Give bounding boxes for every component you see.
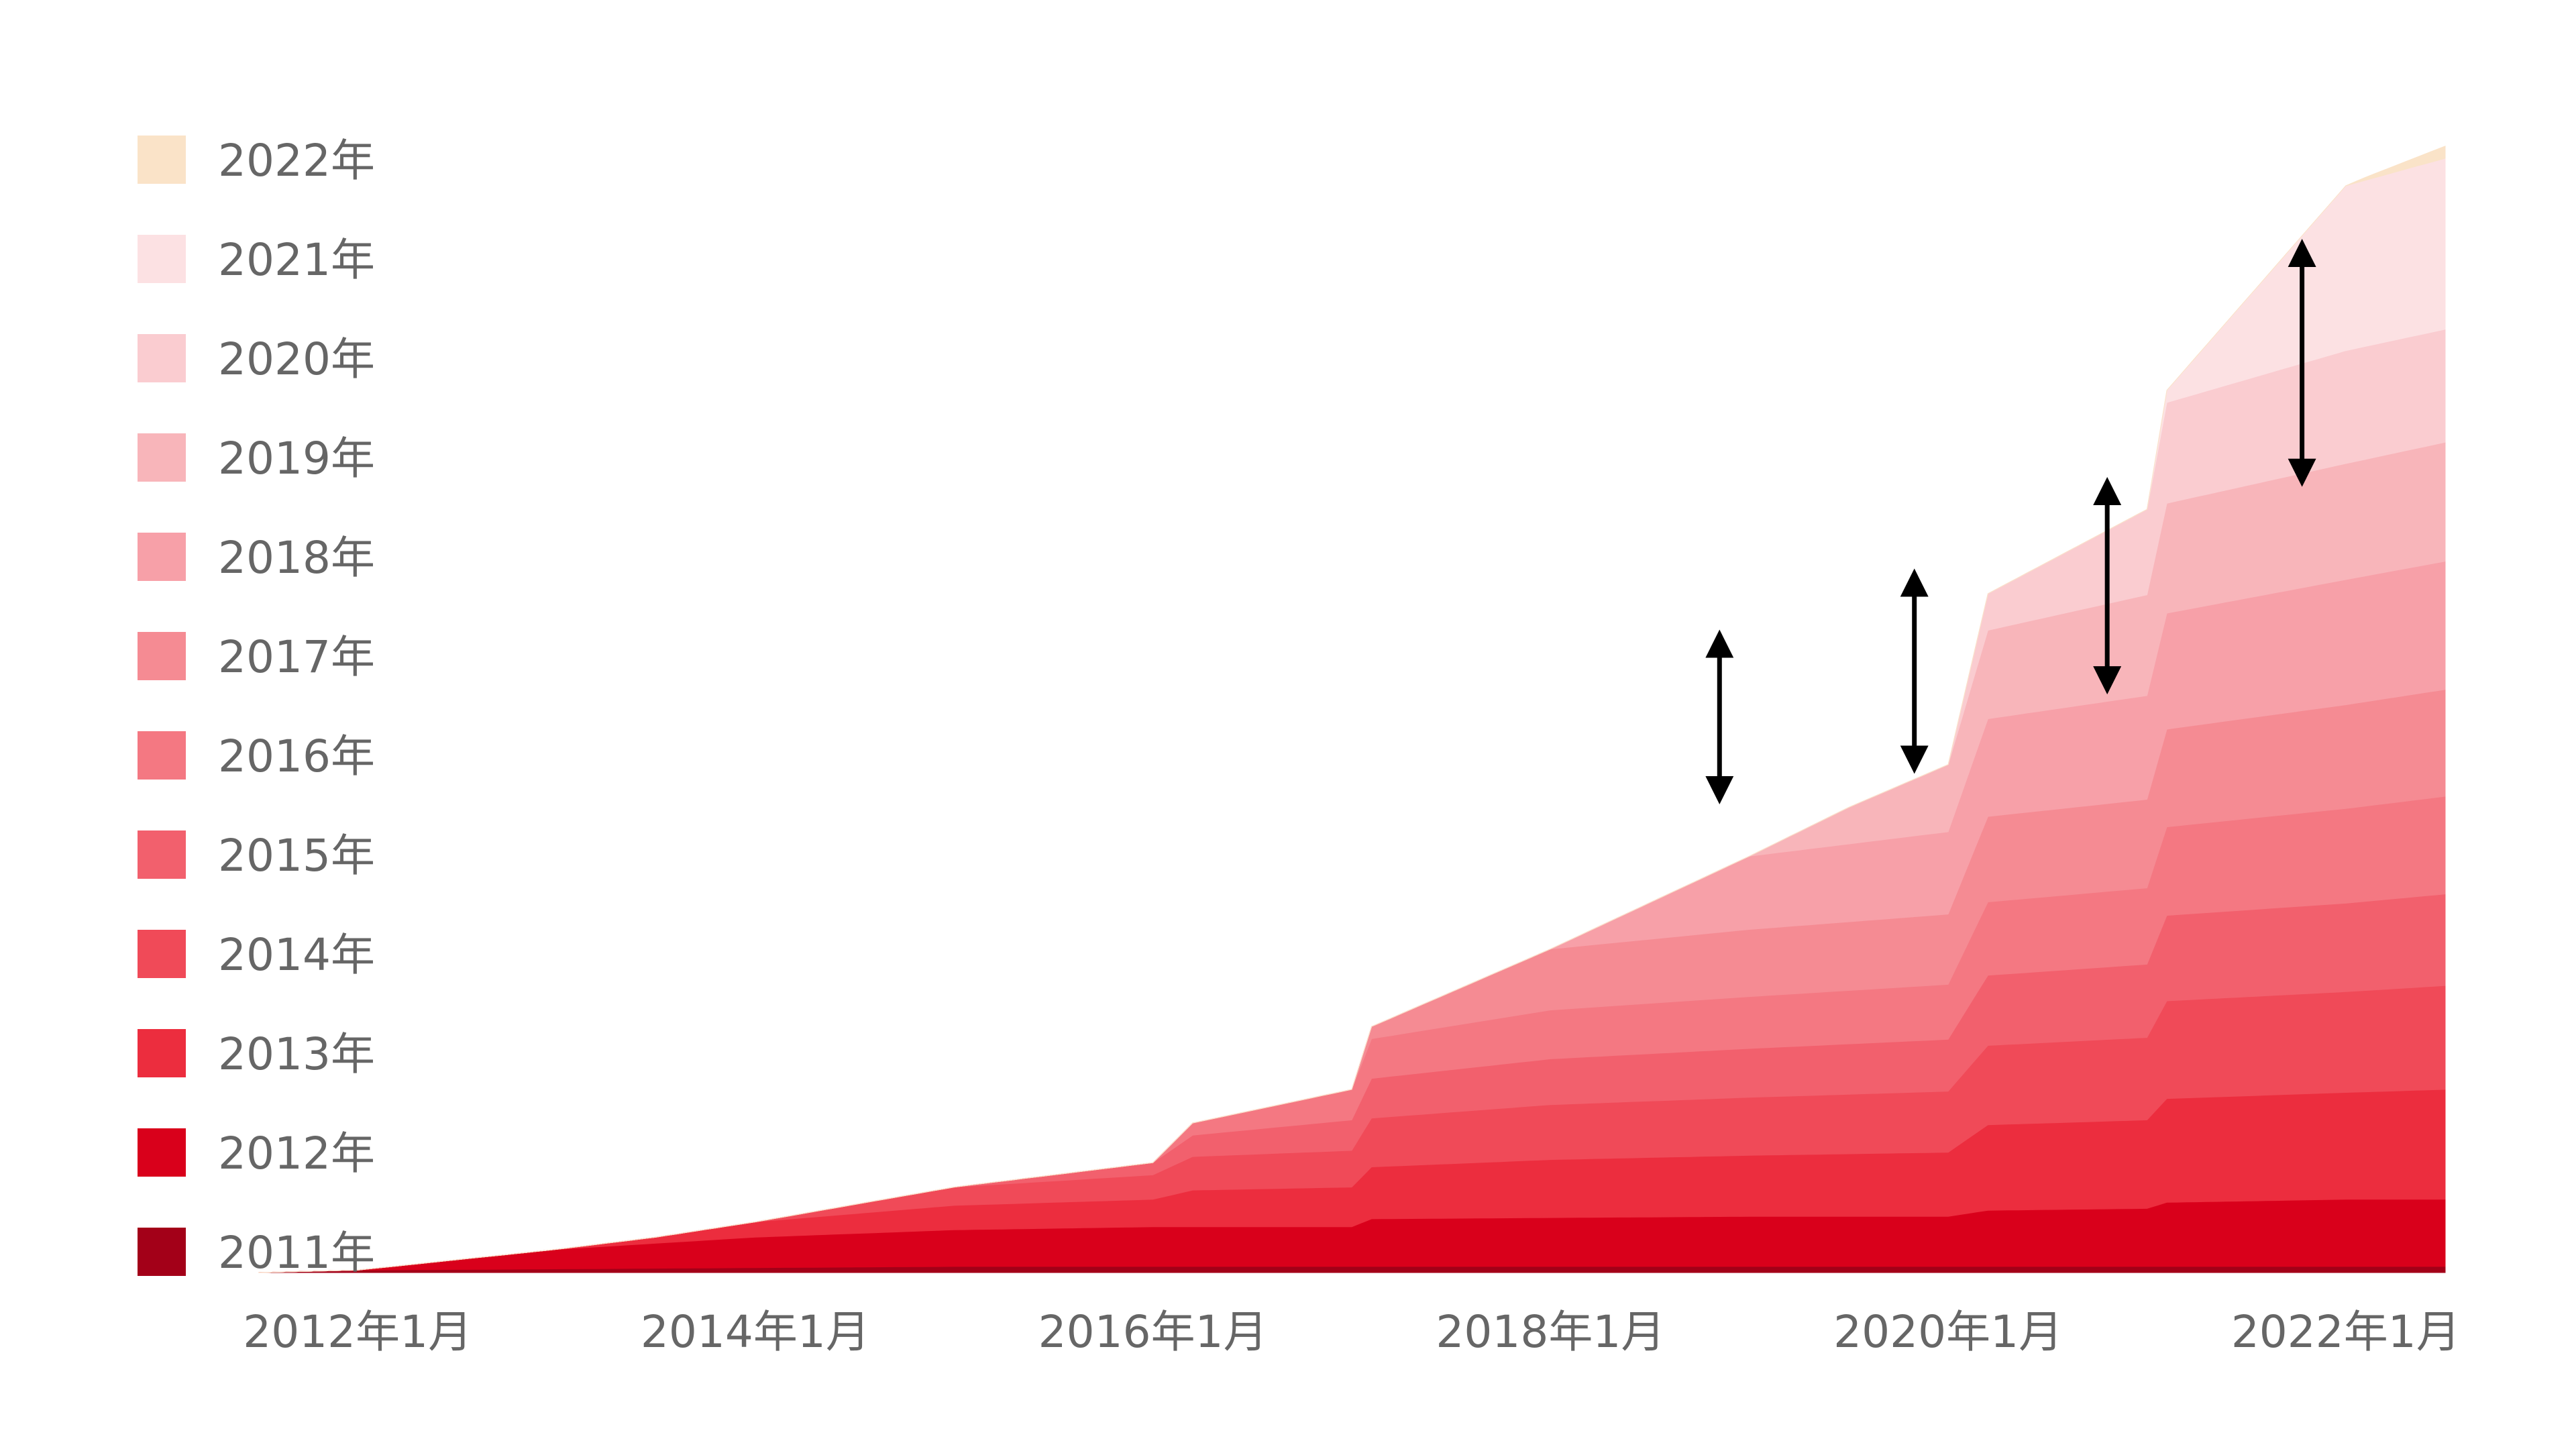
legend-swatch [138,235,186,283]
legend-label: 2020年 [218,333,375,385]
legend-label: 2018年 [218,532,375,584]
x-tick-label: 2020年1月 [1833,1306,2063,1358]
legend-swatch [138,930,186,978]
x-tick-label: 2014年1月 [641,1306,870,1358]
legend-label: 2014年 [218,929,375,981]
legend-label: 2022年 [218,135,375,186]
x-axis: 2012年1月 2014年1月 2016年1月 2018年1月 2020年1月 2022年… [243,1306,2461,1358]
legend-swatch [138,632,186,680]
legend-label: 2017年 [218,631,375,683]
legend-swatch [138,136,186,184]
legend-label: 2019年 [218,433,375,484]
x-tick-label: 2016年1月 [1038,1306,1268,1358]
legend-swatch [138,433,186,482]
x-tick-label: 2012年1月 [243,1306,472,1358]
legend-label: 2011年 [218,1227,375,1279]
x-tick-label: 2022年1月 [2231,1306,2461,1358]
legend-label: 2015年 [218,830,375,881]
legend-swatch [138,334,186,382]
legend-label: 2021年 [218,234,375,286]
legend-label: 2012年 [218,1128,375,1179]
annotation-arrows [1705,239,2316,804]
legend-swatch [138,1228,186,1276]
legend-swatch [138,731,186,780]
legend-swatch [138,1029,186,1077]
legend-label: 2016年 [218,731,375,782]
legend: 2022年 2021年 2020年 2019年 2018年 2017年 2016年 2015年… [138,135,375,1279]
legend-swatch [138,1128,186,1177]
legend-label: 2013年 [218,1028,375,1080]
area-layers [258,146,2446,1273]
legend-swatch [138,830,186,879]
area-series-12 [258,146,2446,1273]
x-tick-label: 2018年1月 [1436,1306,1665,1358]
legend-swatch [138,533,186,581]
